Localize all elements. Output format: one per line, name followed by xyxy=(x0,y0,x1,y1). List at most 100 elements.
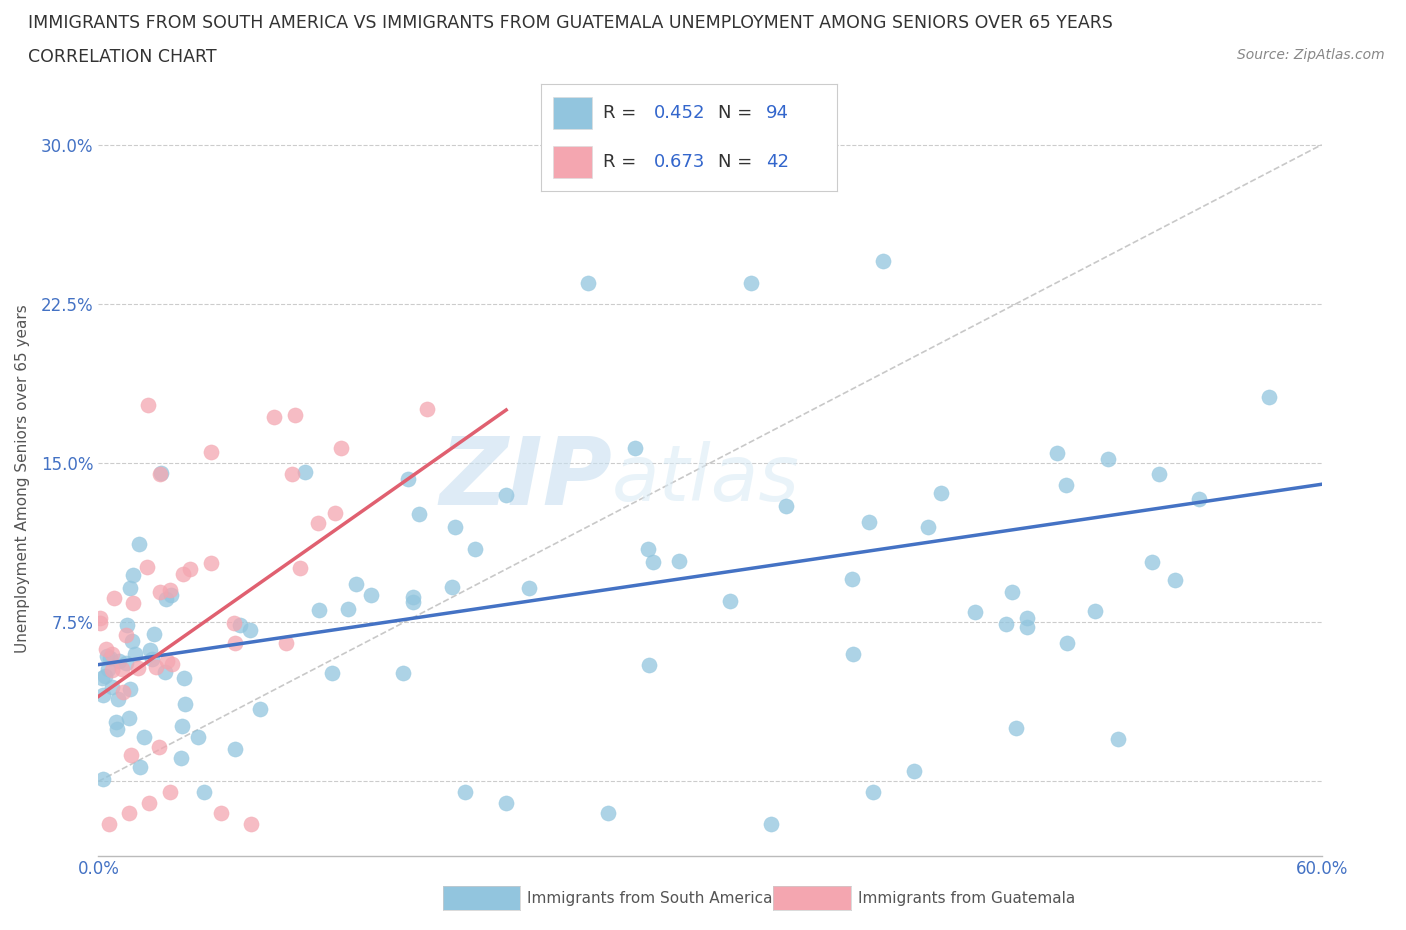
Point xyxy=(464,542,486,557)
Point xyxy=(118,580,141,595)
Point xyxy=(288,560,311,575)
Text: R =: R = xyxy=(603,103,643,122)
Point xyxy=(228,618,250,632)
Point xyxy=(454,785,477,800)
Point xyxy=(94,642,117,657)
Point xyxy=(858,514,880,529)
Point xyxy=(284,407,307,422)
Point xyxy=(1084,604,1107,618)
Point xyxy=(90,671,112,686)
Point xyxy=(138,795,160,810)
Point xyxy=(440,580,463,595)
Point xyxy=(1188,492,1211,507)
Point xyxy=(159,785,181,800)
Point xyxy=(97,661,120,676)
Point xyxy=(135,560,157,575)
Point xyxy=(1107,732,1129,747)
Point xyxy=(239,622,262,637)
Point xyxy=(841,571,863,586)
Point xyxy=(97,817,120,831)
Point xyxy=(187,729,209,744)
Point xyxy=(103,591,125,605)
Point xyxy=(519,580,541,595)
Text: R =: R = xyxy=(603,153,643,171)
Bar xyxy=(553,146,592,178)
Point xyxy=(155,654,177,669)
Point xyxy=(344,576,367,591)
Point xyxy=(718,593,742,608)
Point xyxy=(994,617,1017,631)
Point xyxy=(416,401,439,416)
Point xyxy=(93,669,115,684)
Point xyxy=(401,590,423,604)
Point xyxy=(108,654,131,669)
Point xyxy=(740,275,762,290)
Point xyxy=(89,611,111,626)
Point xyxy=(174,697,197,711)
Point xyxy=(444,519,467,534)
Point xyxy=(929,485,952,500)
Point xyxy=(263,410,285,425)
Point xyxy=(98,651,121,666)
Point xyxy=(193,784,215,799)
Point xyxy=(249,702,271,717)
Point xyxy=(1017,610,1039,625)
Point xyxy=(495,487,517,502)
Point xyxy=(917,519,939,534)
Point xyxy=(1142,554,1164,569)
Text: Source: ZipAtlas.com: Source: ZipAtlas.com xyxy=(1237,48,1385,62)
Point xyxy=(321,665,343,680)
Text: atlas: atlas xyxy=(612,441,800,517)
Point xyxy=(1097,452,1119,467)
Point xyxy=(408,506,430,521)
Text: 94: 94 xyxy=(766,103,789,122)
Point xyxy=(170,719,193,734)
Point xyxy=(1054,477,1077,492)
Point xyxy=(637,542,659,557)
Point xyxy=(160,588,183,603)
Point xyxy=(124,647,146,662)
Point xyxy=(391,666,413,681)
Point xyxy=(149,585,172,600)
Text: ZIP: ZIP xyxy=(439,433,612,525)
Text: Immigrants from Guatemala: Immigrants from Guatemala xyxy=(858,891,1076,906)
Point xyxy=(294,464,316,479)
Point xyxy=(127,660,149,675)
Point xyxy=(89,615,111,630)
Point xyxy=(107,692,129,707)
Point xyxy=(118,711,141,725)
Text: 0.452: 0.452 xyxy=(654,103,704,122)
Point xyxy=(118,805,141,820)
Point xyxy=(143,627,166,642)
Point xyxy=(114,628,136,643)
Point xyxy=(775,498,797,513)
Point xyxy=(495,795,517,810)
Point xyxy=(1004,721,1026,736)
Bar xyxy=(553,97,592,128)
Point xyxy=(150,465,173,480)
Point xyxy=(115,656,138,671)
Point xyxy=(668,554,690,569)
Point xyxy=(598,805,620,820)
Text: IMMIGRANTS FROM SOUTH AMERICA VS IMMIGRANTS FROM GUATEMALA UNEMPLOYMENT AMONG SE: IMMIGRANTS FROM SOUTH AMERICA VS IMMIGRA… xyxy=(28,14,1114,32)
Point xyxy=(337,602,360,617)
Point xyxy=(209,805,232,820)
Point xyxy=(903,764,925,778)
Point xyxy=(396,472,419,487)
Point xyxy=(224,616,246,631)
Point xyxy=(122,595,145,610)
Point xyxy=(173,671,195,685)
Point xyxy=(862,785,884,800)
Point xyxy=(149,466,172,481)
Point xyxy=(323,506,346,521)
Point xyxy=(200,556,222,571)
Point xyxy=(402,594,425,609)
Point xyxy=(761,817,783,831)
Point xyxy=(224,741,246,756)
Point xyxy=(91,688,114,703)
Text: N =: N = xyxy=(718,153,758,171)
Point xyxy=(139,643,162,658)
Point xyxy=(637,658,661,672)
Point xyxy=(111,661,134,676)
Point xyxy=(101,680,124,695)
